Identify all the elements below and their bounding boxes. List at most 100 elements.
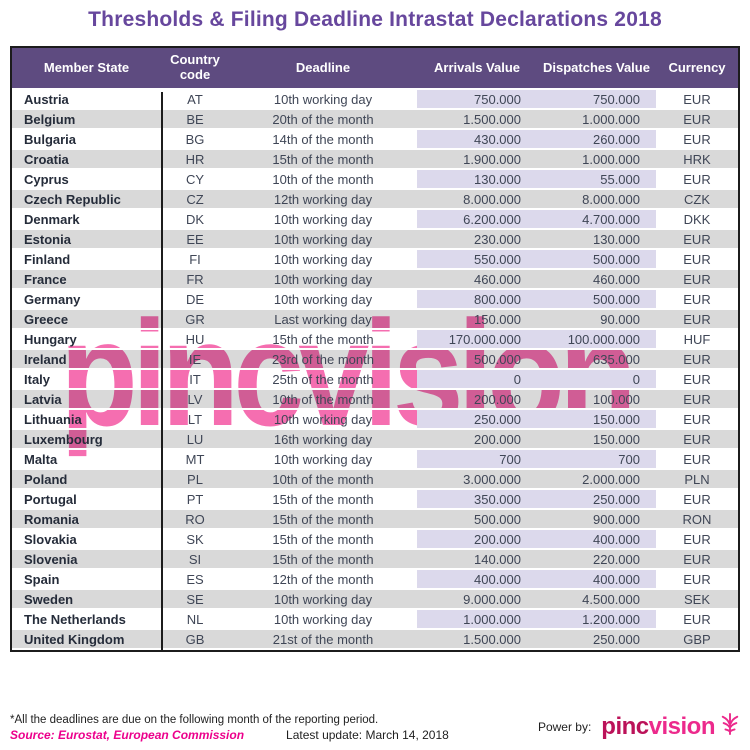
country-code-cell: MT [161,450,229,470]
dispatches-value-cell: 400.000 [537,530,656,550]
currency-cell: EUR [656,350,738,370]
arrivals-value-cell: 700 [417,450,537,470]
dispatches-value-cell: 400.000 [537,570,656,590]
deadline-cell: 12th working day [229,190,417,210]
dispatches-value-cell: 0 [537,370,656,390]
dispatches-value-cell: 100.000.000 [537,330,656,350]
arrivals-value-cell: 1.500.000 [417,110,537,130]
member-state-cell: France [12,270,161,290]
pincvision-logo: pincvision [601,712,716,740]
deadline-cell: 10th working day [229,230,417,250]
currency-cell: EUR [656,370,738,390]
deadline-cell: 21st of the month [229,630,417,650]
arrivals-value-cell: 150.000 [417,310,537,330]
deadline-cell: 10th of the month [229,170,417,190]
member-state-cell: Greece [12,310,161,330]
dispatches-value-cell: 500.000 [537,290,656,310]
deadline-cell: Last working day [229,310,417,330]
currency-cell: EUR [656,490,738,510]
deadline-cell: 23rd of the month [229,350,417,370]
dispatches-value-cell: 1.000.000 [537,110,656,130]
page-title: Thresholds & Filing Deadline Intrastat D… [88,8,662,31]
arrivals-value-cell: 400.000 [417,570,537,590]
country-code-cell: FI [161,250,229,270]
table-row: Ireland IE 23rd of the month 500.000 635… [12,350,738,370]
country-code-cell: SI [161,550,229,570]
deadline-cell: 10th working day [229,210,417,230]
arrivals-value-cell: 800.000 [417,290,537,310]
table-row: Romania RO 15th of the month 500.000 900… [12,510,738,530]
currency-cell: EUR [656,450,738,470]
arrivals-value-cell: 500.000 [417,350,537,370]
column-header-member-state: Member State [12,48,161,90]
member-state-cell: Portugal [12,490,161,510]
logo-text-vision: vision [648,712,716,740]
dispatches-value-cell: 1.000.000 [537,150,656,170]
deadline-cell: 10th working day [229,90,417,110]
table-row: Poland PL 10th of the month 3.000.000 2.… [12,470,738,490]
member-state-cell: Malta [12,450,161,470]
arrivals-value-cell: 0 [417,370,537,390]
arrivals-value-cell: 550.000 [417,250,537,270]
table-row: Denmark DK 10th working day 6.200.000 4.… [12,210,738,230]
arrivals-value-cell: 460.000 [417,270,537,290]
country-code-cell: PL [161,470,229,490]
dispatches-value-cell: 1.200.000 [537,610,656,630]
country-code-cell: BG [161,130,229,150]
deadline-cell: 25th of the month [229,370,417,390]
dispatches-value-cell: 250.000 [537,490,656,510]
table-row: Latvia LV 10th of the month 200.000 100.… [12,390,738,410]
dispatches-value-cell: 700 [537,450,656,470]
table-row: Estonia EE 10th working day 230.000 130.… [12,230,738,250]
country-code-cell: GB [161,630,229,650]
table-row: Italy IT 25th of the month 0 0 EUR [12,370,738,390]
footer-notes: *All the deadlines are due on the follow… [10,713,449,742]
source-text: Source: Eurostat, European Commission [10,728,245,742]
country-code-cell: PT [161,490,229,510]
arrivals-value-cell: 200.000 [417,430,537,450]
arrivals-value-cell: 130.000 [417,170,537,190]
footer: *All the deadlines are due on the follow… [10,712,740,742]
column-header-country-code: Country code [161,48,229,90]
table-row: Croatia HR 15th of the month 1.900.000 1… [12,150,738,170]
table-row: Portugal PT 15th of the month 350.000 25… [12,490,738,510]
arrivals-value-cell: 350.000 [417,490,537,510]
member-state-cell: Austria [12,90,161,110]
deadline-cell: 15th of the month [229,510,417,530]
dispatches-value-cell: 750.000 [537,90,656,110]
deadline-cell: 10th working day [229,590,417,610]
deadline-cell: 15th of the month [229,490,417,510]
arrivals-value-cell: 9.000.000 [417,590,537,610]
table-row: Czech Republic CZ 12th working day 8.000… [12,190,738,210]
table-row: Germany DE 10th working day 800.000 500.… [12,290,738,310]
country-code-cell: RO [161,510,229,530]
country-code-cell: ES [161,570,229,590]
currency-cell: GBP [656,630,738,650]
arrivals-value-cell: 750.000 [417,90,537,110]
dispatches-value-cell: 4.700.000 [537,210,656,230]
footer-source-line: Source: Eurostat, European Commission La… [10,728,449,742]
currency-cell: EUR [656,310,738,330]
table-row: Slovakia SK 15th of the month 200.000 40… [12,530,738,550]
column-header-deadline: Deadline [229,48,417,90]
dispatches-value-cell: 150.000 [537,430,656,450]
currency-cell: EUR [656,430,738,450]
country-code-cell: IE [161,350,229,370]
country-code-cell: HU [161,330,229,350]
arrivals-value-cell: 8.000.000 [417,190,537,210]
arrivals-value-cell: 230.000 [417,230,537,250]
table-row: Luxembourg LU 16th working day 200.000 1… [12,430,738,450]
intrastat-table-container: pincvision Member State Country code Dea… [10,46,740,652]
logo-text-pinc: pinc [601,712,649,740]
country-code-cell: CY [161,170,229,190]
member-state-cell: United Kingdom [12,630,161,650]
deadline-cell: 15th of the month [229,330,417,350]
currency-cell: PLN [656,470,738,490]
table-row: Slovenia SI 15th of the month 140.000 22… [12,550,738,570]
arrivals-value-cell: 1.900.000 [417,150,537,170]
dispatches-value-cell: 500.000 [537,250,656,270]
member-state-cell: Croatia [12,150,161,170]
member-state-cell: Slovenia [12,550,161,570]
column-header-dispatches-value: Dispatches Value [537,48,656,90]
dispatches-value-cell: 220.000 [537,550,656,570]
